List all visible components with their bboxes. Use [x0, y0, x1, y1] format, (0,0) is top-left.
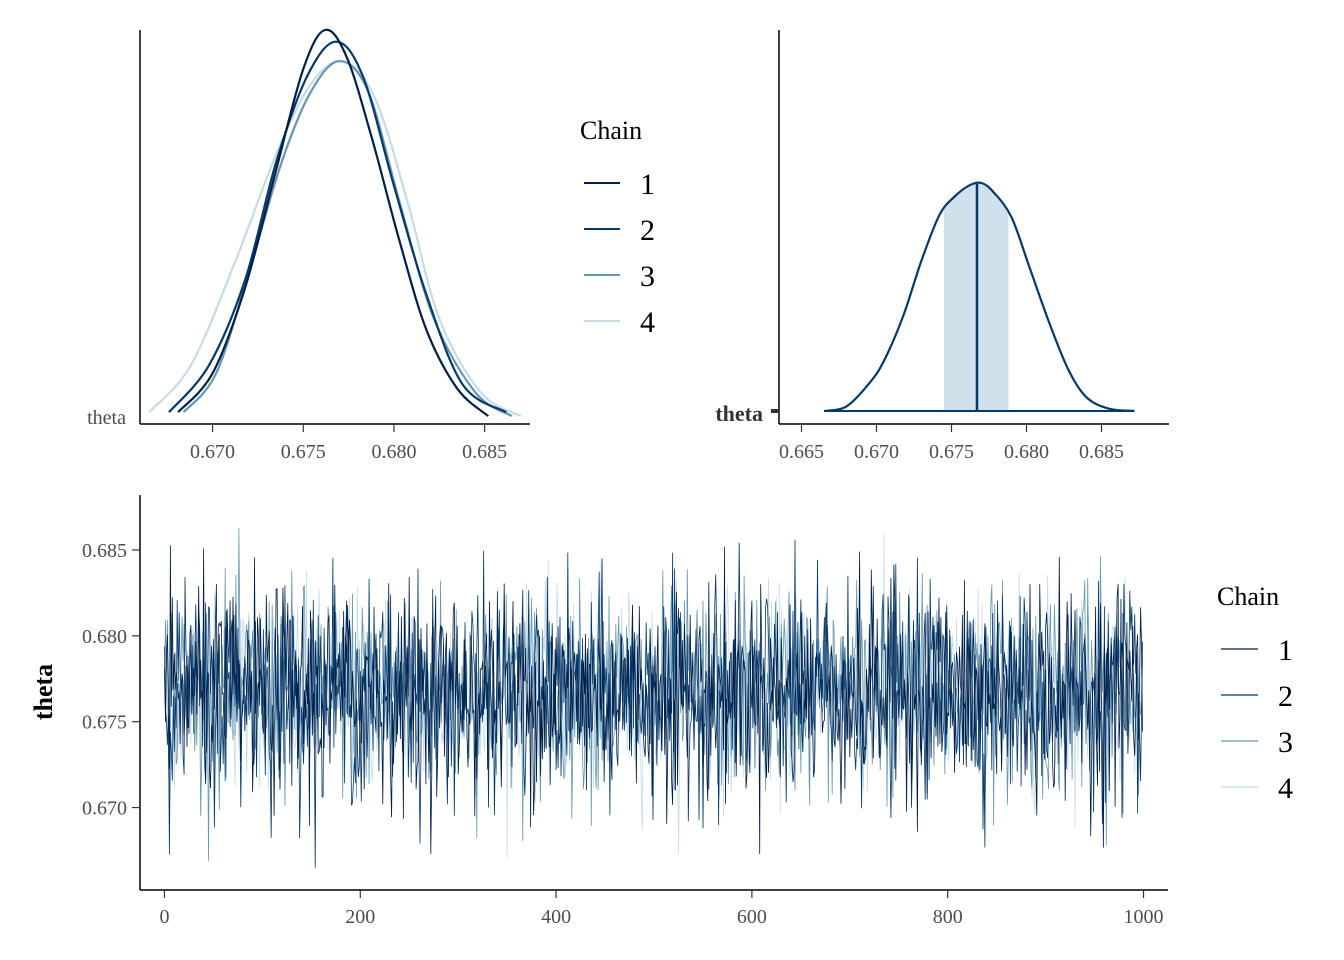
x-tick-label: 0.670 [190, 441, 235, 463]
posterior-area [823, 181, 1135, 413]
y-tick-label: 0.675 [82, 712, 127, 734]
y-axis-title: theta [29, 664, 58, 720]
density-line-chain-2 [168, 40, 507, 414]
legend-label-chain-2: 2 [1278, 680, 1293, 713]
legend-label-chain-2: 2 [640, 214, 655, 247]
y-ticks: 0.670 0.675 0.680 0.685 [82, 540, 140, 820]
density-line-chain-1 [177, 28, 490, 417]
density-overlay-panel: theta 0.670 0.675 0.680 0.685 Chain 1 2 3 4 [87, 28, 655, 463]
y-tick-label: 0.680 [82, 626, 127, 648]
legend-label-chain-4: 4 [640, 306, 655, 339]
legend-title: Chain [1217, 582, 1279, 611]
legend: Chain 1 2 3 4 [1217, 582, 1293, 805]
legend: Chain 1 2 3 4 [580, 116, 655, 339]
posterior-area-panel: theta 0.665 0.670 0.675 0.680 0.685 [715, 30, 1169, 463]
parameter-label: theta [87, 407, 126, 429]
density-curves [148, 28, 522, 418]
trace-panel: 0.670 0.675 0.680 0.685 0 200 400 600 800 1000 t… [29, 495, 1293, 928]
x-tick-label: 0.665 [779, 441, 824, 463]
x-tick-label: 0.675 [281, 441, 326, 463]
x-tick-label: 0.680 [371, 441, 416, 463]
density-line-chain-3 [182, 60, 513, 418]
y-tick-label: 0.670 [82, 798, 127, 820]
y-tick-label: 0.685 [82, 540, 127, 562]
x-tick-label: 0.675 [929, 441, 974, 463]
x-tick-label: 1000 [1124, 906, 1164, 928]
posterior-density-line [823, 181, 1135, 413]
x-tick-label: 400 [541, 906, 571, 928]
legend-title: Chain [580, 116, 642, 145]
x-tick-label: 800 [933, 906, 963, 928]
legend-label-chain-4: 4 [1278, 772, 1293, 805]
legend-label-chain-3: 3 [640, 260, 655, 293]
legend-label-chain-1: 1 [640, 168, 655, 201]
x-tick-label: 0.680 [1004, 441, 1049, 463]
trace-line-chain-1 [164, 545, 1143, 854]
x-ticks: 0.665 0.670 0.675 0.680 0.685 [779, 424, 1124, 463]
parameter-label: theta [715, 401, 763, 426]
x-tick-label: 200 [345, 906, 375, 928]
x-tick-label: 0.685 [462, 441, 507, 463]
trace-lines [164, 528, 1143, 868]
legend-label-chain-1: 1 [1278, 634, 1293, 667]
x-tick-label: 0.685 [1079, 441, 1124, 463]
x-tick-label: 600 [737, 906, 767, 928]
x-tick-label: 0 [159, 906, 169, 928]
density-line-chain-4 [148, 59, 522, 418]
legend-label-chain-3: 3 [1278, 726, 1293, 759]
x-ticks: 0.670 0.675 0.680 0.685 [190, 424, 507, 463]
x-ticks: 0 200 400 600 800 1000 [159, 890, 1164, 928]
x-tick-label: 0.670 [854, 441, 899, 463]
